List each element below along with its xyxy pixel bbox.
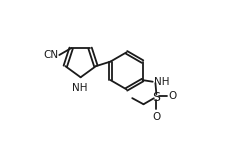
Text: O: O: [168, 91, 176, 101]
Text: S: S: [152, 90, 160, 104]
Text: O: O: [152, 112, 160, 122]
Text: NH: NH: [153, 77, 169, 87]
Text: NH: NH: [72, 83, 87, 93]
Text: CN: CN: [43, 50, 58, 60]
